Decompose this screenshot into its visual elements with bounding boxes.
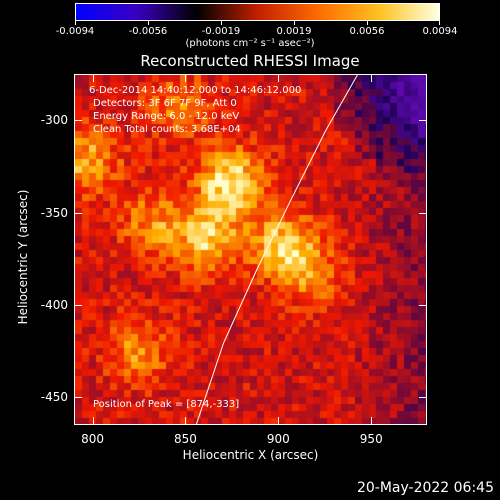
colorbar-tick-label: -0.0019 <box>201 26 241 37</box>
y-tick <box>419 212 427 214</box>
colorbar-tick <box>439 21 440 25</box>
clean-counts: Clean Total counts: 3.68E+04 <box>93 124 241 135</box>
y-tick-label: -350 <box>40 205 68 220</box>
y-tick <box>74 397 82 399</box>
time-range: 6-Dec-2014 14:40:12.000 to 14:46:12.000 <box>89 85 302 96</box>
energy-range: Energy Range: 6.0 - 12.0 keV <box>93 111 240 122</box>
y-axis-label: Heliocentric Y (arcsec) <box>16 189 30 325</box>
y-tick <box>419 397 427 399</box>
colorbar-tick <box>148 21 149 25</box>
y-tick <box>74 212 82 214</box>
x-tick <box>371 74 373 82</box>
x-tick <box>92 417 94 425</box>
y-tick-label: -300 <box>40 113 68 128</box>
y-tick <box>74 304 82 306</box>
colorbar-tick-label: 0.0019 <box>276 26 312 37</box>
colorbar-tick-label: -0.0094 <box>55 26 95 37</box>
colorbar-tick <box>75 21 76 25</box>
x-axis-label: Heliocentric X (arcsec) <box>182 448 319 462</box>
x-tick <box>278 417 280 425</box>
colorbar-tick <box>367 21 368 25</box>
colorbar-tick <box>221 21 222 25</box>
x-tick-label: 800 <box>81 432 105 446</box>
plot-title: Reconstructed RHESSI Image <box>140 52 360 70</box>
y-tick-label: -450 <box>40 390 68 405</box>
x-tick <box>92 74 94 82</box>
colorbar-unit: (photons cm⁻² s⁻¹ asec⁻²) <box>185 38 315 49</box>
solar-limb-line <box>195 75 358 424</box>
y-tick <box>74 120 82 122</box>
y-tick <box>419 304 427 306</box>
y-tick <box>419 120 427 122</box>
peak-position: Position of Peak = [874,-333] <box>93 399 240 410</box>
colorbar-tick-label: 0.0094 <box>422 26 458 37</box>
detectors: Detectors: 3F 6F 7F 9F, Att 0 <box>93 98 237 109</box>
timestamp: 20-May-2022 06:45 <box>356 480 494 496</box>
limb-overlay <box>195 75 358 424</box>
heatmap-canvas <box>75 75 426 424</box>
rhessi-image: 6-Dec-2014 14:40:12.000 to 14:46:12.000 … <box>74 74 427 425</box>
x-tick-label: 900 <box>266 432 290 446</box>
x-tick-label: 850 <box>174 432 197 446</box>
x-tick <box>371 417 373 425</box>
x-tick <box>185 417 187 425</box>
colorbar <box>75 3 440 21</box>
colorbar-tick <box>294 21 295 25</box>
x-tick <box>185 74 187 82</box>
x-tick <box>278 74 280 82</box>
y-tick-label: -400 <box>40 297 68 312</box>
colorbar-tick-label: -0.0056 <box>128 26 168 37</box>
x-tick-label: 950 <box>359 432 383 446</box>
colorbar-tick-label: 0.0056 <box>349 26 385 37</box>
